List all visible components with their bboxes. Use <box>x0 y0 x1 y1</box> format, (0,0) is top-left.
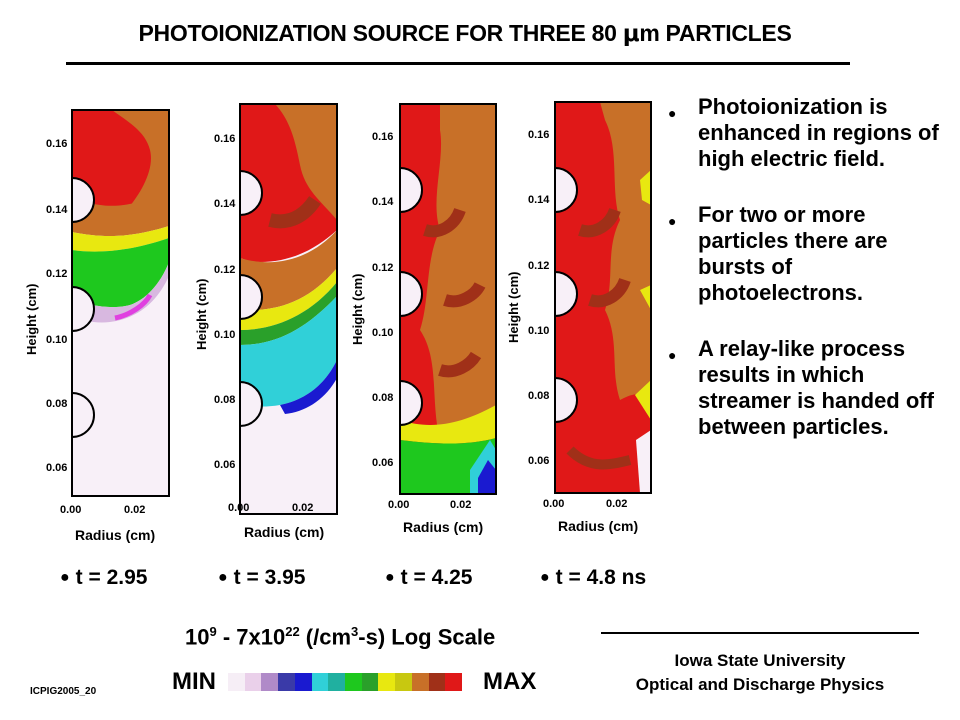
xtick: 0.00 <box>388 499 410 511</box>
ytick: 0.08 <box>214 394 236 406</box>
time-label: ● t = 4.8 ns <box>540 566 647 589</box>
ytick: 0.06 <box>528 455 550 467</box>
bullet-item: ● For two or more particles there are bur… <box>668 202 888 305</box>
x-axis-label: Radius (cm) <box>75 527 156 543</box>
slide-code: ICPIG2005_20 <box>30 686 97 697</box>
xtick: 0.02 <box>124 504 146 516</box>
scale-swatch <box>395 673 412 691</box>
ytick: 0.06 <box>46 462 68 474</box>
bullet-item: ● Photoionization is enhanced in regions … <box>668 94 939 171</box>
scale-swatch <box>345 673 362 691</box>
color-scale-bar <box>228 673 463 691</box>
institution: Iowa State University Optical and Discha… <box>601 649 919 697</box>
x-axis-label: Radius (cm) <box>244 524 325 540</box>
scale-swatch <box>311 673 329 691</box>
ytick: 0.16 <box>372 131 394 143</box>
xtick: 0.02 <box>292 502 314 514</box>
footer-rule <box>601 632 919 634</box>
institution-name: Iowa State University <box>674 651 846 670</box>
ytick: 0.08 <box>528 390 550 402</box>
ytick: 0.10 <box>372 327 394 339</box>
ytick: 0.10 <box>214 329 236 341</box>
xtick: 0.02 <box>450 499 472 511</box>
xtick: 0.02 <box>606 498 628 510</box>
ytick: 0.12 <box>372 262 394 274</box>
ytick: 0.14 <box>372 196 394 208</box>
xtick: 0.00 <box>60 504 82 516</box>
title-underline <box>66 62 850 65</box>
ytick: 0.08 <box>372 392 394 404</box>
xtick: 0.00 <box>543 498 565 510</box>
xtick: 0.00 <box>228 502 250 514</box>
institution-group: Optical and Discharge Physics <box>635 675 885 694</box>
scale-swatch <box>445 673 463 691</box>
x-axis-label: Radius (cm) <box>558 518 639 534</box>
time-label: ● t = 2.95 <box>60 566 148 589</box>
scale-swatch <box>228 673 245 691</box>
ytick: 0.10 <box>528 325 550 337</box>
scale-swatch <box>244 673 262 691</box>
ytick: 0.14 <box>46 204 68 216</box>
scale-swatch <box>261 673 279 691</box>
time-label: ● t = 3.95 <box>218 566 306 589</box>
ytick: 0.14 <box>214 198 236 210</box>
page-title: PHOTOIONIZATION SOURCE FOR THREE 80 μm P… <box>138 20 792 47</box>
y-axis-label: Height (cm) <box>506 271 521 344</box>
ytick: 0.12 <box>214 264 236 276</box>
scale-min-label: MIN <box>172 668 216 695</box>
scale-swatch <box>361 673 379 691</box>
ytick: 0.14 <box>528 194 550 206</box>
scale-swatch <box>378 673 396 691</box>
scale-swatch <box>411 673 429 691</box>
scale-max-label: MAX <box>483 668 537 695</box>
bullet-list: ● Photoionization is enhanced in regions … <box>668 94 958 470</box>
ytick: 0.16 <box>214 133 236 145</box>
scale-swatch <box>278 673 295 691</box>
time-label: ● t = 4.25 <box>385 566 473 589</box>
ytick: 0.08 <box>46 398 68 410</box>
color-scale-label: 109 - 7x1022 (/cm3-s) Log Scale <box>185 624 496 650</box>
ytick: 0.10 <box>46 334 68 346</box>
scale-swatch <box>294 673 312 691</box>
bullet-item: ● A relay-like process results in which s… <box>668 336 934 439</box>
scale-swatch <box>428 673 446 691</box>
ytick: 0.16 <box>528 129 550 141</box>
ytick: 0.06 <box>372 457 394 469</box>
scale-swatch <box>328 673 346 691</box>
ytick: 0.12 <box>528 260 550 272</box>
x-axis-label: Radius (cm) <box>403 519 484 535</box>
ytick: 0.16 <box>46 138 68 150</box>
ytick: 0.06 <box>214 459 236 471</box>
ytick: 0.12 <box>46 268 68 280</box>
